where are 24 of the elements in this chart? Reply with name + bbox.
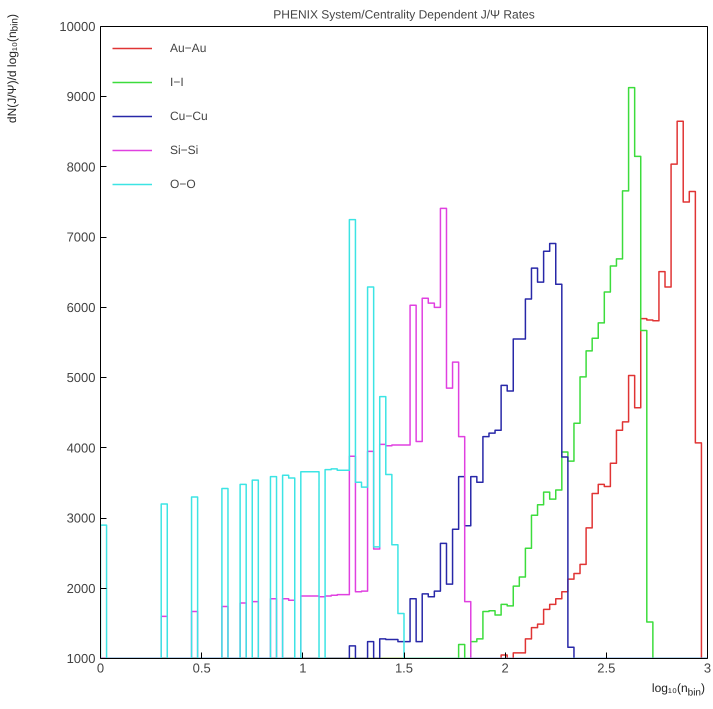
y-tick-label: 4000 xyxy=(66,440,96,456)
y-tick-label: 8000 xyxy=(66,159,96,174)
y-tick-label: 9000 xyxy=(66,89,96,104)
y-tick-label: 7000 xyxy=(66,230,96,245)
legend-label: Cu−Cu xyxy=(170,109,208,123)
legend-label: O−O xyxy=(170,177,196,191)
legend-label: Si−Si xyxy=(170,143,198,157)
y-tick-label: 10000 xyxy=(59,19,96,34)
y-tick-label: 5000 xyxy=(66,370,96,386)
legend-label: Au−Au xyxy=(170,41,206,55)
x-tick-label: 3 xyxy=(704,660,712,676)
x-tick-label: 0.5 xyxy=(192,660,211,676)
y-tick-label: 3000 xyxy=(66,510,96,526)
y-tick-label: 1000 xyxy=(66,651,96,666)
x-tick-label: 0 xyxy=(96,660,104,676)
y-tick-label: 6000 xyxy=(66,300,96,315)
x-tick-label: 2.5 xyxy=(597,660,616,676)
x-axis-title: log₁₀(n$_{bin}$) xyxy=(650,680,705,700)
x-tick-label: 1 xyxy=(299,660,306,676)
x-tick-label: 2 xyxy=(502,660,509,676)
legend-label: I−I xyxy=(170,75,185,89)
x-tick-label: 1.5 xyxy=(394,660,414,676)
chart-title: PHENIX System/Centrality Dependent J/Ψ Rates xyxy=(273,8,535,22)
y-tick-label: 2000 xyxy=(66,580,96,596)
